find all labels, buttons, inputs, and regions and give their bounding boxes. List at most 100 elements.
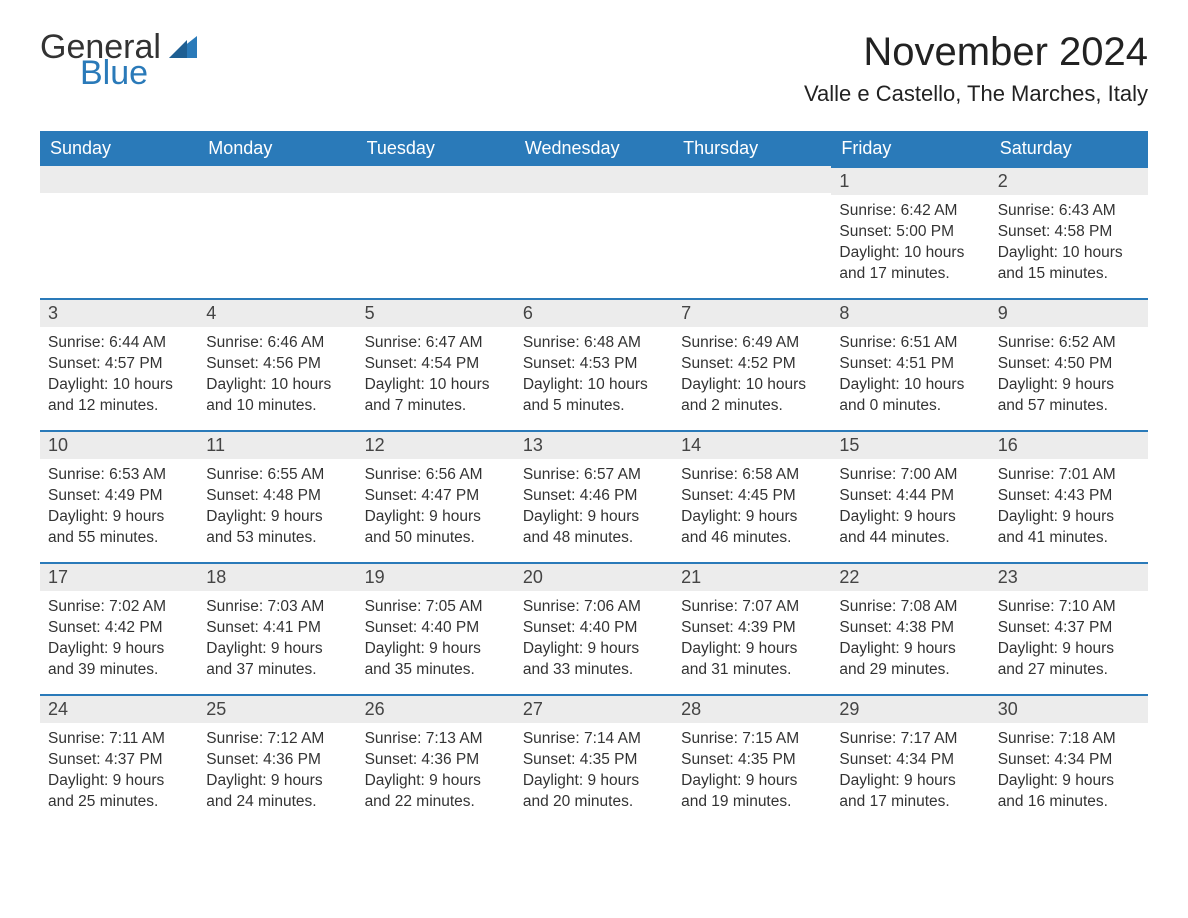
day-number: 9: [990, 298, 1148, 327]
day-number: 4: [198, 298, 356, 327]
calendar-cell: 15Sunrise: 7:00 AMSunset: 4:44 PMDayligh…: [831, 430, 989, 562]
logo: General Blue: [40, 30, 197, 90]
day-line-d2: and 5 minutes.: [523, 396, 665, 417]
day-line-d2: and 53 minutes.: [206, 528, 348, 549]
day-line-d2: and 25 minutes.: [48, 792, 190, 813]
day-line-d1: Daylight: 9 hours: [523, 507, 665, 528]
day-body: Sunrise: 6:43 AMSunset: 4:58 PMDaylight:…: [990, 195, 1148, 289]
title-block: November 2024 Valle e Castello, The Marc…: [804, 30, 1148, 121]
day-number: 6: [515, 298, 673, 327]
day-number: 3: [40, 298, 198, 327]
day-line-d2: and 24 minutes.: [206, 792, 348, 813]
day-header: Wednesday: [515, 131, 673, 166]
day-line-d2: and 10 minutes.: [206, 396, 348, 417]
day-body: Sunrise: 7:00 AMSunset: 4:44 PMDaylight:…: [831, 459, 989, 553]
month-title: November 2024: [804, 30, 1148, 75]
day-header: Thursday: [673, 131, 831, 166]
calendar-cell: 1Sunrise: 6:42 AMSunset: 5:00 PMDaylight…: [831, 166, 989, 298]
day-line-d2: and 39 minutes.: [48, 660, 190, 681]
day-line-sr: Sunrise: 6:51 AM: [839, 333, 981, 354]
day-line-d1: Daylight: 9 hours: [523, 771, 665, 792]
day-line-d2: and 29 minutes.: [839, 660, 981, 681]
day-number: 27: [515, 694, 673, 723]
day-line-d2: and 37 minutes.: [206, 660, 348, 681]
day-line-ss: Sunset: 4:36 PM: [365, 750, 507, 771]
calendar-cell: 28Sunrise: 7:15 AMSunset: 4:35 PMDayligh…: [673, 694, 831, 826]
day-body: Sunrise: 6:48 AMSunset: 4:53 PMDaylight:…: [515, 327, 673, 421]
calendar-cell: 19Sunrise: 7:05 AMSunset: 4:40 PMDayligh…: [357, 562, 515, 694]
day-line-d1: Daylight: 9 hours: [998, 771, 1140, 792]
day-line-sr: Sunrise: 7:10 AM: [998, 597, 1140, 618]
day-line-d2: and 22 minutes.: [365, 792, 507, 813]
day-body: Sunrise: 6:56 AMSunset: 4:47 PMDaylight:…: [357, 459, 515, 553]
empty-day-num: [515, 166, 673, 193]
day-line-d2: and 17 minutes.: [839, 264, 981, 285]
day-number: 20: [515, 562, 673, 591]
day-body: Sunrise: 7:06 AMSunset: 4:40 PMDaylight:…: [515, 591, 673, 685]
day-body: Sunrise: 7:14 AMSunset: 4:35 PMDaylight:…: [515, 723, 673, 817]
day-line-d2: and 44 minutes.: [839, 528, 981, 549]
day-line-sr: Sunrise: 7:12 AM: [206, 729, 348, 750]
calendar-table: SundayMondayTuesdayWednesdayThursdayFrid…: [40, 131, 1148, 826]
day-line-d1: Daylight: 9 hours: [523, 639, 665, 660]
day-line-ss: Sunset: 4:54 PM: [365, 354, 507, 375]
day-number: 1: [831, 166, 989, 195]
day-line-sr: Sunrise: 7:06 AM: [523, 597, 665, 618]
day-number: 26: [357, 694, 515, 723]
day-line-d1: Daylight: 9 hours: [839, 639, 981, 660]
calendar-cell: 5Sunrise: 6:47 AMSunset: 4:54 PMDaylight…: [357, 298, 515, 430]
day-line-ss: Sunset: 4:38 PM: [839, 618, 981, 639]
calendar-week: 3Sunrise: 6:44 AMSunset: 4:57 PMDaylight…: [40, 298, 1148, 430]
day-body: Sunrise: 6:44 AMSunset: 4:57 PMDaylight:…: [40, 327, 198, 421]
day-line-d2: and 50 minutes.: [365, 528, 507, 549]
day-body: Sunrise: 7:18 AMSunset: 4:34 PMDaylight:…: [990, 723, 1148, 817]
day-line-d2: and 15 minutes.: [998, 264, 1140, 285]
calendar-cell: 30Sunrise: 7:18 AMSunset: 4:34 PMDayligh…: [990, 694, 1148, 826]
day-number: 25: [198, 694, 356, 723]
day-line-d1: Daylight: 9 hours: [839, 771, 981, 792]
day-line-sr: Sunrise: 6:52 AM: [998, 333, 1140, 354]
day-number: 28: [673, 694, 831, 723]
day-number: 14: [673, 430, 831, 459]
day-line-d1: Daylight: 9 hours: [365, 507, 507, 528]
day-line-d1: Daylight: 9 hours: [365, 771, 507, 792]
day-line-sr: Sunrise: 6:42 AM: [839, 201, 981, 222]
day-line-ss: Sunset: 4:39 PM: [681, 618, 823, 639]
day-line-sr: Sunrise: 7:05 AM: [365, 597, 507, 618]
day-number: 29: [831, 694, 989, 723]
day-line-d1: Daylight: 10 hours: [998, 243, 1140, 264]
day-body: Sunrise: 7:17 AMSunset: 4:34 PMDaylight:…: [831, 723, 989, 817]
day-line-sr: Sunrise: 6:56 AM: [365, 465, 507, 486]
day-body: Sunrise: 6:53 AMSunset: 4:49 PMDaylight:…: [40, 459, 198, 553]
day-line-sr: Sunrise: 7:11 AM: [48, 729, 190, 750]
day-line-d1: Daylight: 9 hours: [998, 375, 1140, 396]
day-line-sr: Sunrise: 7:07 AM: [681, 597, 823, 618]
day-body: Sunrise: 7:12 AMSunset: 4:36 PMDaylight:…: [198, 723, 356, 817]
empty-day-num: [198, 166, 356, 193]
day-line-d1: Daylight: 10 hours: [48, 375, 190, 396]
day-line-d2: and 7 minutes.: [365, 396, 507, 417]
day-line-d1: Daylight: 10 hours: [681, 375, 823, 396]
day-line-ss: Sunset: 4:43 PM: [998, 486, 1140, 507]
day-header: Saturday: [990, 131, 1148, 166]
day-line-d2: and 48 minutes.: [523, 528, 665, 549]
day-line-ss: Sunset: 4:52 PM: [681, 354, 823, 375]
day-line-ss: Sunset: 4:45 PM: [681, 486, 823, 507]
calendar-cell: 12Sunrise: 6:56 AMSunset: 4:47 PMDayligh…: [357, 430, 515, 562]
day-body: Sunrise: 6:49 AMSunset: 4:52 PMDaylight:…: [673, 327, 831, 421]
calendar-cell: 10Sunrise: 6:53 AMSunset: 4:49 PMDayligh…: [40, 430, 198, 562]
day-line-d2: and 2 minutes.: [681, 396, 823, 417]
day-line-d1: Daylight: 10 hours: [523, 375, 665, 396]
calendar-week: 17Sunrise: 7:02 AMSunset: 4:42 PMDayligh…: [40, 562, 1148, 694]
day-number: 10: [40, 430, 198, 459]
day-line-sr: Sunrise: 6:49 AM: [681, 333, 823, 354]
calendar-cell: 21Sunrise: 7:07 AMSunset: 4:39 PMDayligh…: [673, 562, 831, 694]
day-number: 5: [357, 298, 515, 327]
day-line-sr: Sunrise: 6:58 AM: [681, 465, 823, 486]
day-line-d1: Daylight: 10 hours: [206, 375, 348, 396]
day-line-d1: Daylight: 9 hours: [681, 507, 823, 528]
calendar-cell: 11Sunrise: 6:55 AMSunset: 4:48 PMDayligh…: [198, 430, 356, 562]
calendar-week: 1Sunrise: 6:42 AMSunset: 5:00 PMDaylight…: [40, 166, 1148, 298]
day-line-d1: Daylight: 10 hours: [365, 375, 507, 396]
day-number: 7: [673, 298, 831, 327]
